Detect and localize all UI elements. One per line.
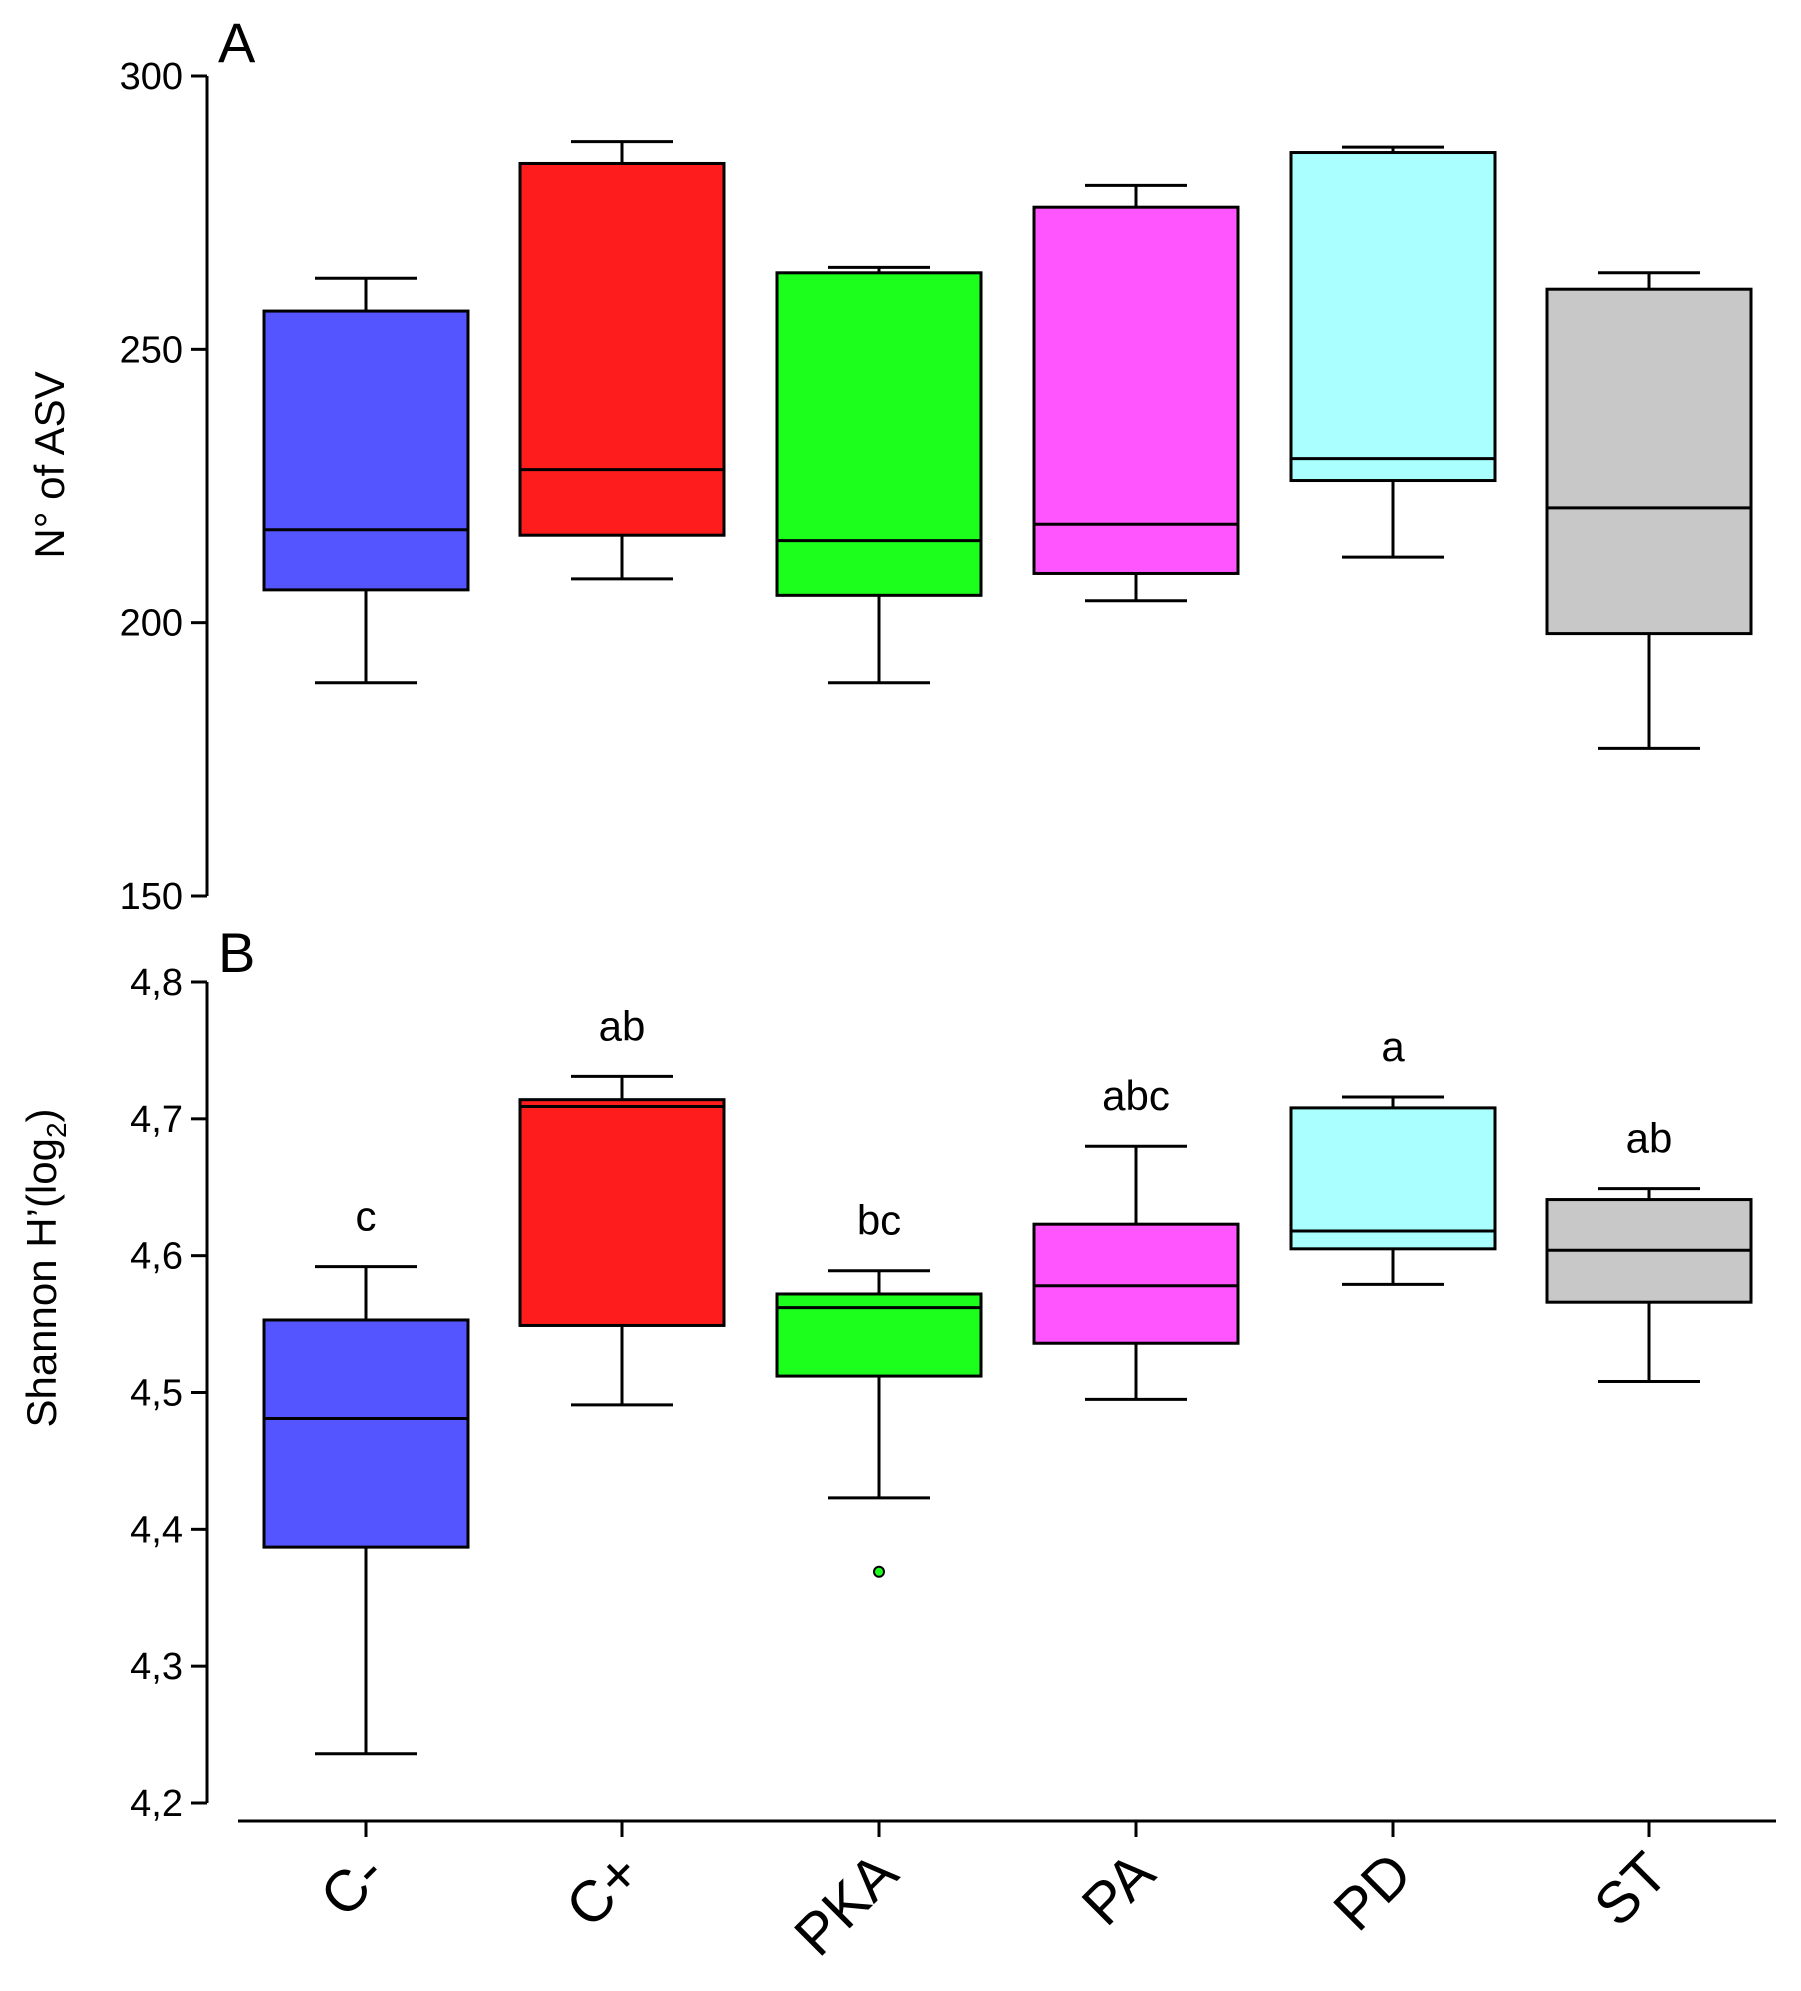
panel-a-y-tick-label: 300 bbox=[120, 56, 183, 98]
panel-b-y-axis-title: Shannon H’(log2) bbox=[18, 1108, 72, 1427]
panel-b-significance-letter: bc bbox=[857, 1197, 901, 1244]
panel-b-y-tick-label: 4,2 bbox=[130, 1783, 183, 1825]
panel-b-y-tick-label: 4,6 bbox=[130, 1236, 183, 1278]
panel-b-box-pa bbox=[1032, 1222, 1240, 1345]
x-category-label: PKA bbox=[782, 1840, 910, 1968]
x-category-label: C- bbox=[308, 1840, 397, 1929]
panel-b-y-tick-label: 4,3 bbox=[130, 1646, 183, 1688]
panel-a-box-cplus bbox=[518, 161, 726, 537]
panel-b-y-axis-title-main: Shannon H’(log bbox=[18, 1138, 65, 1428]
panel-b-box-cminus bbox=[262, 1318, 470, 1549]
panel-a-marks: 150 200 250 300 bbox=[120, 56, 1753, 918]
panel-b-marks: 4,2 4,3 4,4 4,5 4,6 4,7 4,8 c ab bc abc a ab bbox=[130, 962, 1753, 1825]
panel-b-significance-letter: abc bbox=[1102, 1072, 1170, 1119]
panel-b-significance-letter: c bbox=[356, 1193, 377, 1240]
panel-a-y-tick-label: 150 bbox=[120, 876, 183, 918]
x-category-label: C+ bbox=[554, 1840, 654, 1940]
panel-a-y-tick-label: 250 bbox=[120, 329, 183, 371]
panel-a-box-pka bbox=[775, 271, 983, 597]
panel-b-y-axis-title-end: ) bbox=[18, 1108, 65, 1122]
panel-a-letter: A bbox=[218, 11, 256, 74]
panel-a-box-st bbox=[1545, 287, 1753, 636]
panel-b-y-tick-label: 4,4 bbox=[130, 1509, 183, 1551]
panel-b-outlier-point bbox=[873, 1565, 885, 1578]
panel-b-box-cplus bbox=[518, 1098, 726, 1327]
panel-b-y-axis-title-subscript: 2 bbox=[41, 1122, 72, 1138]
x-category-label: PA bbox=[1070, 1840, 1168, 1938]
x-axis: C- C+ PKA PA PD ST bbox=[238, 1819, 1776, 1968]
panel-b-y-tick-label: 4,7 bbox=[130, 1099, 183, 1141]
panel-a-box-pa bbox=[1032, 205, 1240, 575]
panel-b-significance-letter: a bbox=[1381, 1023, 1405, 1070]
panel-b-letter: B bbox=[218, 921, 255, 984]
panel-a-box-pd bbox=[1289, 151, 1497, 483]
panel-b-y-tick-label: 4,5 bbox=[130, 1373, 183, 1415]
x-category-label: ST bbox=[1582, 1840, 1680, 1938]
panel-b-significance-letter: ab bbox=[599, 1002, 646, 1049]
panel-b-y-tick-label: 4,8 bbox=[130, 962, 183, 1004]
panel-b-significance-letter: ab bbox=[1626, 1115, 1673, 1162]
panel-b-box-pd bbox=[1289, 1106, 1497, 1251]
panel-a-box-cminus bbox=[262, 309, 470, 592]
panel-a-y-tick-label: 200 bbox=[120, 603, 183, 645]
panel-a-y-axis-title: N° of ASV bbox=[26, 371, 73, 558]
x-category-label: PD bbox=[1321, 1840, 1424, 1943]
